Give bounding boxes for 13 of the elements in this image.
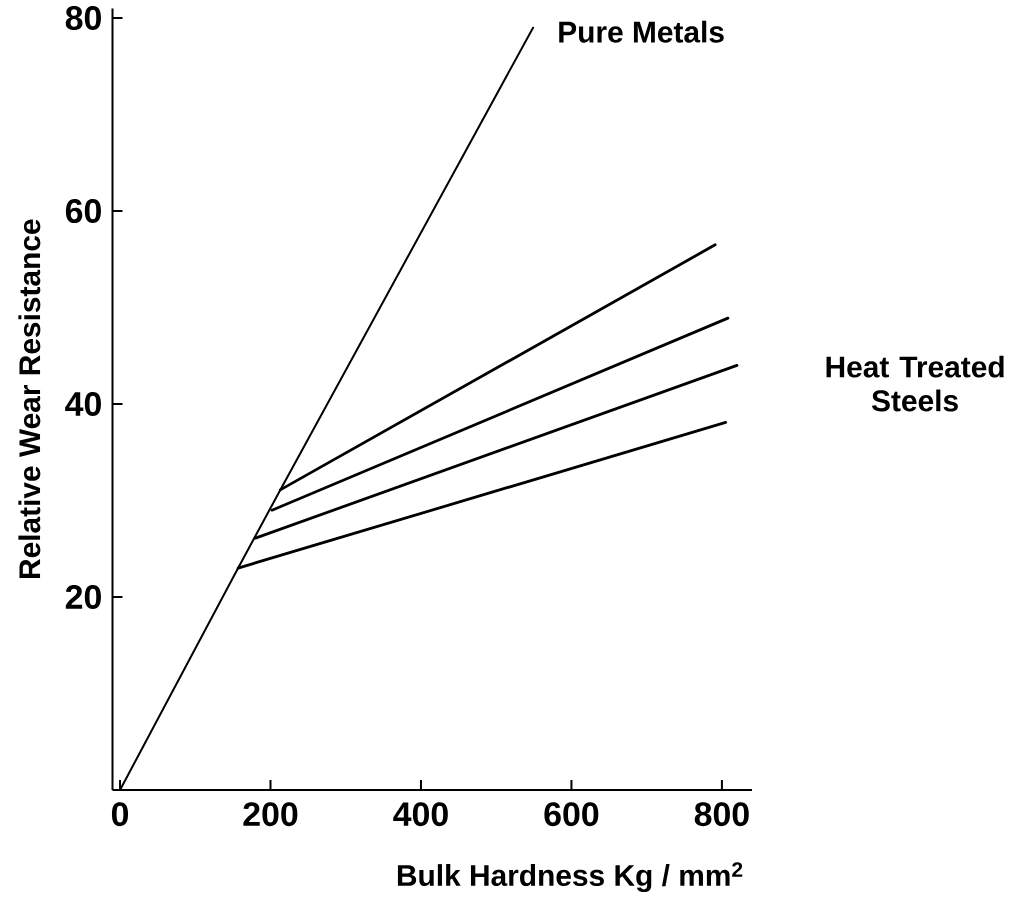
x-tick-label: 0 [111, 802, 129, 827]
x-tick-label: 800 [694, 802, 749, 827]
x-axis-title: Bulk Hardness Kg / mm$^{2}$ [397, 862, 743, 893]
text: Heat Treated Steels [826, 355, 1004, 412]
x-tick-label: 400 [393, 802, 448, 827]
y-tick-label: 20 [65, 585, 101, 609]
y-tick-label: 40 [65, 392, 101, 417]
series-label: Pure Metals [559, 20, 724, 43]
y-tick-label: 80 [65, 6, 101, 31]
y-tick-label: 60 [65, 199, 101, 224]
x-tick-label: 200 [243, 802, 298, 827]
x-tick-label: 600 [544, 802, 599, 827]
y-axis-title: Relative Wear Resistance [18, 219, 41, 579]
